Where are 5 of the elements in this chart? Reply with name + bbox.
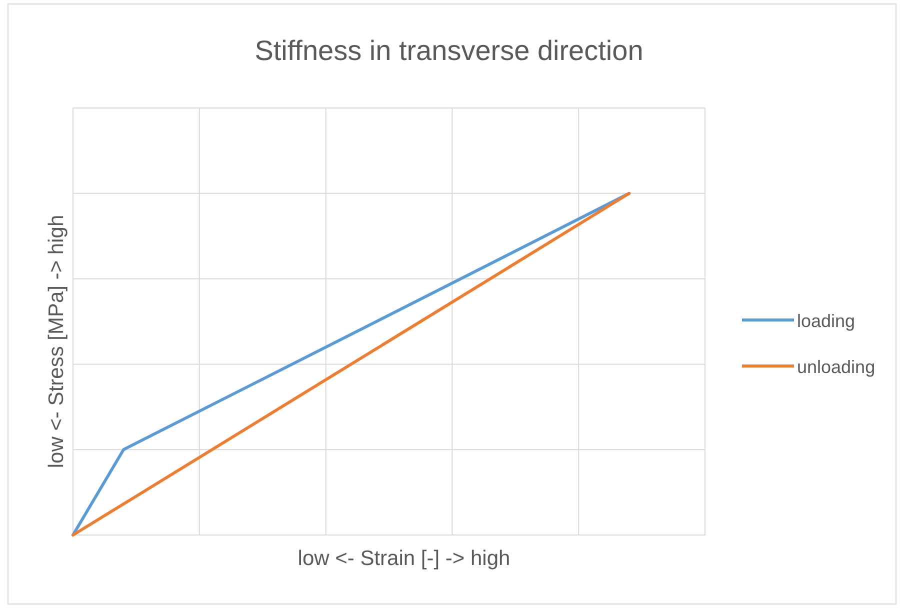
legend-label: loading	[797, 311, 856, 331]
y-axis-title: low <- Stress [MPa] -> high	[45, 214, 68, 468]
x-axis-title: low <- Strain [-] -> high	[298, 547, 510, 570]
legend-label: unloading	[797, 357, 876, 377]
chart-title: Stiffness in transverse direction	[254, 35, 644, 66]
